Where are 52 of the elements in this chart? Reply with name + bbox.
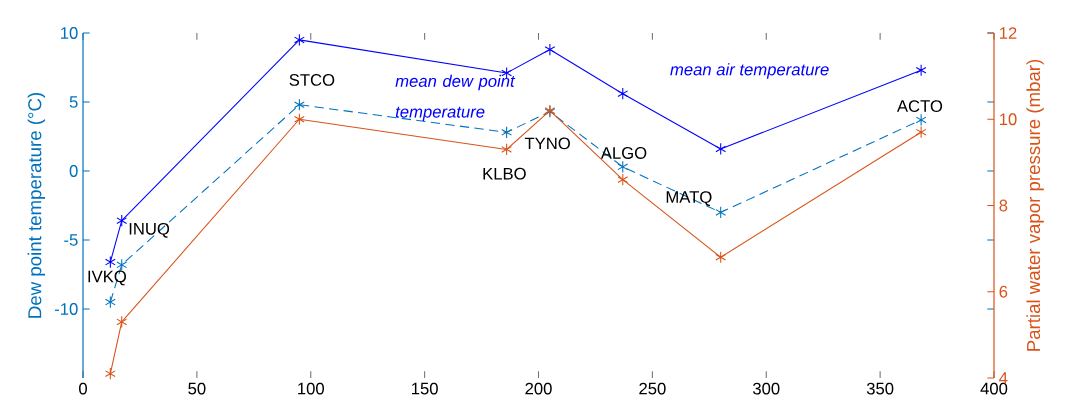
x-tick-label: 50 bbox=[188, 382, 206, 395]
point bbox=[293, 113, 305, 126]
annotation: INUQ bbox=[129, 222, 170, 238]
point bbox=[915, 113, 927, 127]
y-tick-label: 0 bbox=[69, 165, 78, 177]
annotation: STCO bbox=[289, 74, 335, 86]
annotation: MATQ bbox=[666, 191, 712, 206]
series-label: mean air temperature bbox=[670, 63, 829, 79]
annotation: KLBO bbox=[483, 167, 526, 180]
point bbox=[501, 143, 513, 156]
y-tick-label: 5 bbox=[69, 96, 78, 108]
point bbox=[104, 367, 116, 380]
point bbox=[116, 214, 128, 227]
point bbox=[104, 295, 116, 309]
point bbox=[715, 142, 727, 156]
y2-tick-label: 6 bbox=[999, 285, 1008, 298]
annotation: ALGO bbox=[600, 147, 647, 159]
annotation: ACTO bbox=[896, 100, 943, 112]
y2-tick-label: 10 bbox=[999, 113, 1017, 126]
x-tick-label: 250 bbox=[639, 382, 666, 395]
y2-tick-label: 8 bbox=[999, 199, 1008, 212]
point bbox=[915, 64, 927, 77]
point bbox=[617, 160, 629, 173]
series-label: mean dew point temperature bbox=[395, 74, 516, 121]
x-tick-label: 0 bbox=[79, 382, 87, 395]
x-tick-label: 150 bbox=[412, 382, 438, 395]
annotation: IVKQ bbox=[88, 270, 126, 286]
y2-axis-title: Partial water vapor pressure (mbar) bbox=[1026, 59, 1044, 351]
y-axis-title: Dew point temperature (°C) bbox=[27, 92, 46, 318]
y-tick-label: -10 bbox=[54, 303, 78, 315]
point bbox=[715, 251, 727, 264]
x-tick-label: 100 bbox=[298, 382, 324, 395]
point bbox=[104, 255, 116, 269]
point bbox=[293, 33, 305, 47]
x-tick-label: 400 bbox=[980, 382, 1008, 395]
point bbox=[293, 98, 305, 111]
point bbox=[915, 126, 927, 139]
y-tick-label: 10 bbox=[61, 27, 78, 39]
point bbox=[715, 206, 727, 219]
x-tick-label: 350 bbox=[866, 382, 894, 395]
annotation: TYNO bbox=[524, 137, 570, 150]
x-tick-label: 300 bbox=[752, 382, 780, 395]
point bbox=[501, 126, 513, 139]
y-tick-label: -5 bbox=[64, 234, 78, 246]
point bbox=[617, 173, 629, 186]
x-tick-label: 200 bbox=[525, 382, 552, 395]
point bbox=[116, 258, 128, 271]
point bbox=[544, 43, 556, 56]
point bbox=[116, 315, 128, 329]
point bbox=[617, 87, 629, 100]
y2-tick-label: 4 bbox=[999, 372, 1008, 384]
y2-tick-label: 12 bbox=[999, 27, 1017, 39]
